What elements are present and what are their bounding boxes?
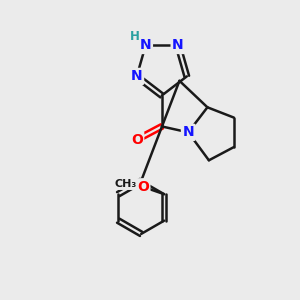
Text: H: H [130,29,139,43]
Text: CH₃: CH₃ [114,179,136,189]
Text: N: N [172,38,184,52]
Text: N: N [140,38,152,52]
Text: O: O [131,133,143,147]
Text: N: N [182,125,194,139]
Text: N: N [131,69,142,83]
Text: O: O [137,180,149,194]
